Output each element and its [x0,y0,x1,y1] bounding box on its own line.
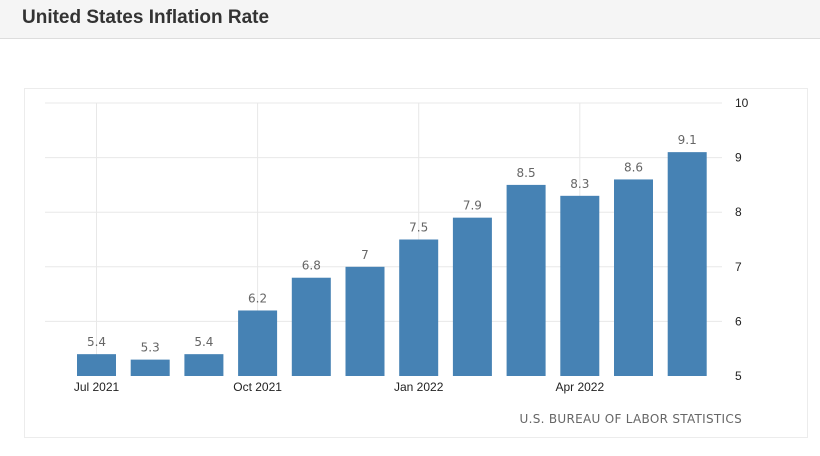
bar [667,152,707,376]
data-label: 8.5 [517,166,536,180]
data-label: 5.3 [141,341,160,355]
data-label: 5.4 [87,335,106,349]
chart-header: United States Inflation Rate [0,0,820,39]
bar [291,277,331,376]
bar [506,184,546,376]
page-title: United States Inflation Rate [22,7,270,28]
bar [184,354,224,376]
x-tick-label: Jan 2022 [394,380,444,394]
y-tick-label: 6 [735,314,742,328]
data-label: 6.2 [248,291,267,305]
source-credit: U.S. BUREAU OF LABOR STATISTICS [519,412,742,426]
y-tick-label: 8 [735,205,742,219]
x-tick-label: Apr 2022 [555,380,604,394]
data-label: 8.3 [570,177,589,191]
x-tick-label: Oct 2021 [233,380,282,394]
data-label: 6.8 [302,259,321,273]
bar [560,195,600,376]
bar [238,310,278,376]
y-tick-label: 5 [735,369,742,383]
data-label: 7 [361,248,369,262]
bar [452,217,492,376]
bar [77,354,116,376]
bar [130,359,170,376]
data-label: 7.5 [409,221,428,235]
bar [399,239,439,376]
data-label: 5.4 [194,335,213,349]
bar [614,179,653,376]
data-label: 9.1 [678,133,697,147]
bar [345,266,385,376]
data-label: 8.6 [624,160,643,174]
y-tick-label: 10 [735,96,749,110]
x-tick-label: Jul 2021 [74,380,120,394]
data-label: 7.9 [463,199,482,213]
y-tick-label: 7 [735,260,742,274]
y-tick-label: 9 [735,151,742,165]
